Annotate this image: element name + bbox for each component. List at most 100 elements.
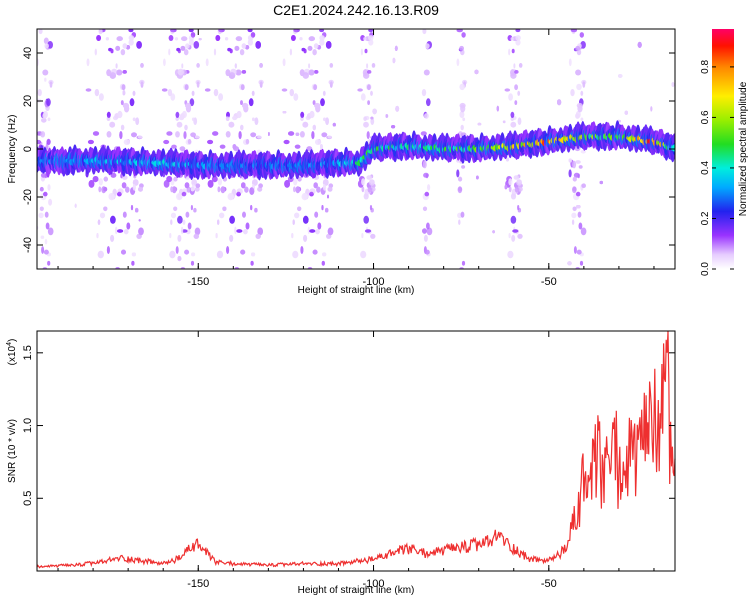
noise-blob <box>423 234 428 242</box>
noise-blob <box>215 35 221 41</box>
noise-blob <box>514 84 518 91</box>
noise-blob <box>327 135 332 139</box>
noise-blob <box>366 63 369 69</box>
noise-blob <box>510 111 515 118</box>
noise-blob <box>258 183 263 188</box>
noise-blob <box>293 29 300 33</box>
noise-blob <box>135 117 140 125</box>
noise-blob <box>250 132 257 138</box>
noise-blob <box>504 185 508 190</box>
noise-blob <box>570 29 578 33</box>
noise-blob <box>329 63 334 68</box>
noise-blob <box>225 116 230 121</box>
noise-blob <box>360 250 367 259</box>
snr-x-label: Height of straight line (km) <box>298 585 415 596</box>
noise-blob <box>92 131 100 136</box>
noise-blob <box>176 121 183 128</box>
noise-blob <box>229 215 235 224</box>
y-tick-label: -20 <box>22 189 34 205</box>
noise-blob <box>300 131 305 138</box>
noise-blob <box>239 49 245 56</box>
noise-blob <box>268 132 270 136</box>
noise-blob <box>222 206 227 212</box>
noise-blob <box>132 117 136 122</box>
noise-blob <box>580 227 587 236</box>
noise-blob <box>185 102 192 109</box>
noise-blob <box>282 58 286 67</box>
noise-blob <box>477 122 482 126</box>
x-tick-label: -150 <box>187 276 209 288</box>
noise-blob <box>460 211 465 218</box>
noise-blob <box>126 222 131 230</box>
noise-blob <box>128 35 135 41</box>
noise-blob <box>241 43 247 49</box>
noise-blob <box>309 229 316 233</box>
noise-blob <box>43 110 48 119</box>
noise-blob <box>184 182 190 189</box>
noise-blob <box>184 49 189 56</box>
noise-blob <box>176 193 183 201</box>
noise-blob <box>557 99 562 106</box>
noise-blob <box>314 70 319 74</box>
noise-blob <box>459 102 466 109</box>
noise-blob <box>301 47 306 52</box>
noise-blob <box>190 205 193 211</box>
noise-blob <box>185 211 190 218</box>
noise-blob <box>459 110 465 119</box>
noise-blob <box>169 233 172 239</box>
noise-blob <box>140 81 144 88</box>
noise-blob <box>236 229 243 233</box>
noise-blob <box>476 175 479 180</box>
noise-blob <box>106 111 111 118</box>
noise-blob <box>577 211 582 218</box>
noise-blob <box>177 68 184 76</box>
noise-blob <box>580 90 584 96</box>
noise-blob <box>321 205 324 211</box>
snr-y-label: SNR (10 * v/v) <box>7 419 18 483</box>
noise-blob <box>294 144 301 149</box>
noise-blob <box>38 29 43 35</box>
noise-blob <box>103 206 108 212</box>
noise-blob <box>119 131 123 140</box>
noise-blob <box>213 89 219 97</box>
noise-blob <box>110 234 115 242</box>
noise-blob <box>423 69 430 76</box>
noise-blob <box>121 182 127 189</box>
noise-blob <box>424 249 430 255</box>
noise-blob <box>422 206 428 212</box>
noise-blob <box>207 180 214 188</box>
noise-blob <box>234 63 237 69</box>
noise-blob <box>47 117 51 122</box>
noise-blob <box>259 63 263 68</box>
spectrogram-x-label: Height of straight line (km) <box>298 285 415 296</box>
noise-blob <box>187 222 192 230</box>
noise-blob <box>87 139 94 145</box>
noise-blob <box>236 110 242 119</box>
noise-blob <box>292 250 299 259</box>
noise-blob <box>313 43 319 49</box>
noise-blob <box>303 234 308 242</box>
noise-blob <box>456 169 460 178</box>
noise-blob <box>251 90 255 96</box>
snr-frame <box>36 330 676 572</box>
noise-blob <box>515 39 521 46</box>
noise-blob <box>109 121 116 128</box>
noise-blob <box>190 132 197 138</box>
noise-blob <box>371 63 376 68</box>
noise-blob <box>216 250 224 259</box>
noise-blob <box>245 139 250 145</box>
noise-blob <box>39 186 44 192</box>
noise-blob <box>313 182 319 189</box>
noise-blob <box>129 98 135 107</box>
noise-blob <box>294 212 300 219</box>
noise-blob <box>511 48 515 54</box>
colorbar-tick-label: 0.8 <box>700 60 711 74</box>
noise-blob <box>392 57 396 64</box>
noise-blob <box>190 187 195 192</box>
noise-blob <box>321 260 325 266</box>
noise-blob <box>122 70 127 74</box>
noise-blob <box>579 260 584 266</box>
noise-blob <box>43 249 49 255</box>
noise-blob <box>299 37 303 41</box>
noise-blob <box>360 48 363 56</box>
